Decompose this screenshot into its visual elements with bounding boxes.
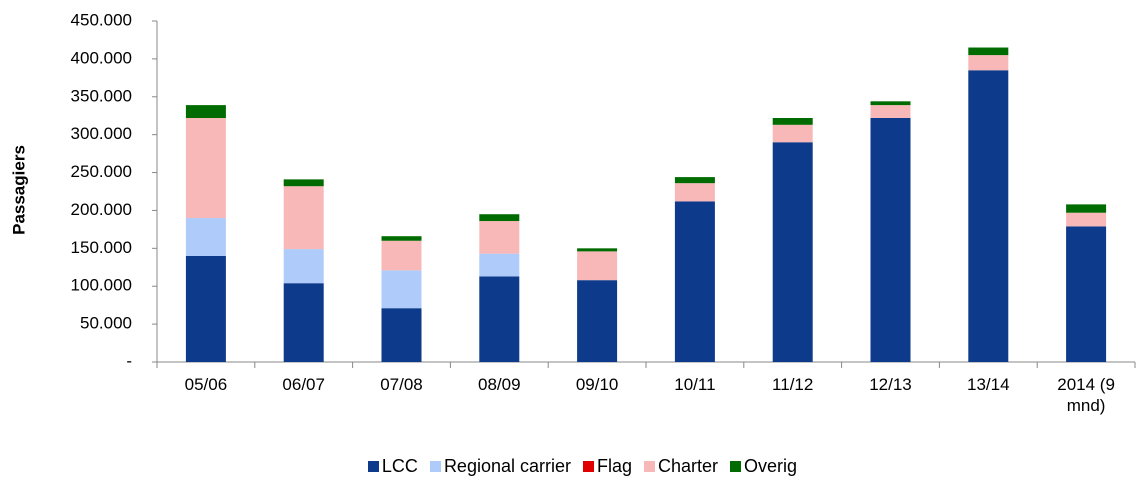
y-tick-label: 100.000 [71, 276, 132, 295]
x-tick-label: 10/11 [674, 375, 716, 394]
bar-segment [479, 214, 520, 222]
x-tick-label: 12/13 [869, 375, 912, 394]
y-tick-label: 50.000 [80, 314, 132, 333]
y-axis-title: Passagiers [9, 145, 28, 235]
y-tick-label: 250.000 [71, 162, 132, 181]
legend-item: Overig [730, 456, 797, 476]
bar-segment [185, 105, 226, 118]
x-tick-label: 09/10 [575, 375, 619, 394]
bar-segment [968, 55, 1009, 71]
bar-segment [968, 47, 1009, 56]
legend-swatch [429, 461, 441, 472]
bar-segment [1066, 226, 1107, 362]
bar-segment [674, 183, 715, 202]
y-tick-label: 400.000 [71, 48, 132, 67]
bar-segment [381, 240, 422, 271]
legend-item: Regional carrier [429, 456, 571, 476]
y-tick-label: 350.000 [71, 86, 132, 105]
x-tick-label: 13/14 [967, 375, 1010, 394]
legend-label: Charter [658, 456, 719, 476]
bar-segment [479, 253, 520, 277]
legend-label: LCC [381, 456, 418, 476]
legend-label: Flag [597, 456, 633, 476]
legend-swatch [367, 461, 379, 472]
bar-segment [185, 117, 226, 219]
bar-segment [870, 101, 911, 106]
bar-segment [479, 276, 520, 362]
legend-item: LCC [367, 456, 418, 476]
y-tick-label: - [126, 351, 132, 370]
y-tick-label: 450.000 [71, 10, 132, 29]
bar-segment [283, 283, 324, 362]
legend-label: Overig [744, 456, 798, 476]
bar-segment [674, 177, 715, 184]
bar-segment [479, 221, 520, 254]
bar-segment [772, 124, 813, 143]
bar-segment [772, 142, 813, 362]
bar-segment [577, 251, 618, 281]
legend-swatch [730, 461, 742, 472]
bar-segment [283, 179, 324, 187]
y-tick-label: 200.000 [71, 200, 132, 219]
y-tick-label: 150.000 [71, 238, 132, 257]
x-tick-label: 08/09 [478, 375, 521, 394]
bar-segment [577, 280, 618, 362]
x-tick-label: 05/06 [184, 375, 228, 394]
bar-segment [870, 105, 911, 118]
legend-item: Charter [644, 456, 718, 476]
y-tick-label: 300.000 [71, 124, 132, 143]
bar-segment [1066, 204, 1107, 213]
bar-segment [381, 270, 422, 309]
bar-segment [381, 308, 422, 362]
bar-segment [283, 249, 324, 284]
legend-swatch [583, 461, 594, 472]
legend: LCC Regional carrier Flag Charter Overig [0, 456, 1137, 477]
x-tick-label: 2014 (9 mnd) [1057, 375, 1115, 415]
legend-label: Regional carrier [443, 456, 571, 476]
x-tick-label: 06/07 [282, 375, 325, 394]
x-tick-label: 11/12 [772, 375, 814, 394]
bar-segment [674, 201, 715, 362]
legend-swatch [644, 461, 656, 472]
bar-segment [577, 248, 618, 252]
bar-segment [1066, 212, 1107, 227]
legend-item: Flag [583, 456, 632, 476]
bar-segment [772, 117, 813, 125]
bar-segment [870, 117, 911, 363]
x-tick-label: 07/08 [380, 375, 423, 394]
bar-segment [283, 186, 324, 250]
bar-segment [968, 70, 1009, 362]
bar-segment [381, 236, 422, 241]
bar-segment [185, 218, 226, 256]
bar-segment [185, 255, 226, 362]
